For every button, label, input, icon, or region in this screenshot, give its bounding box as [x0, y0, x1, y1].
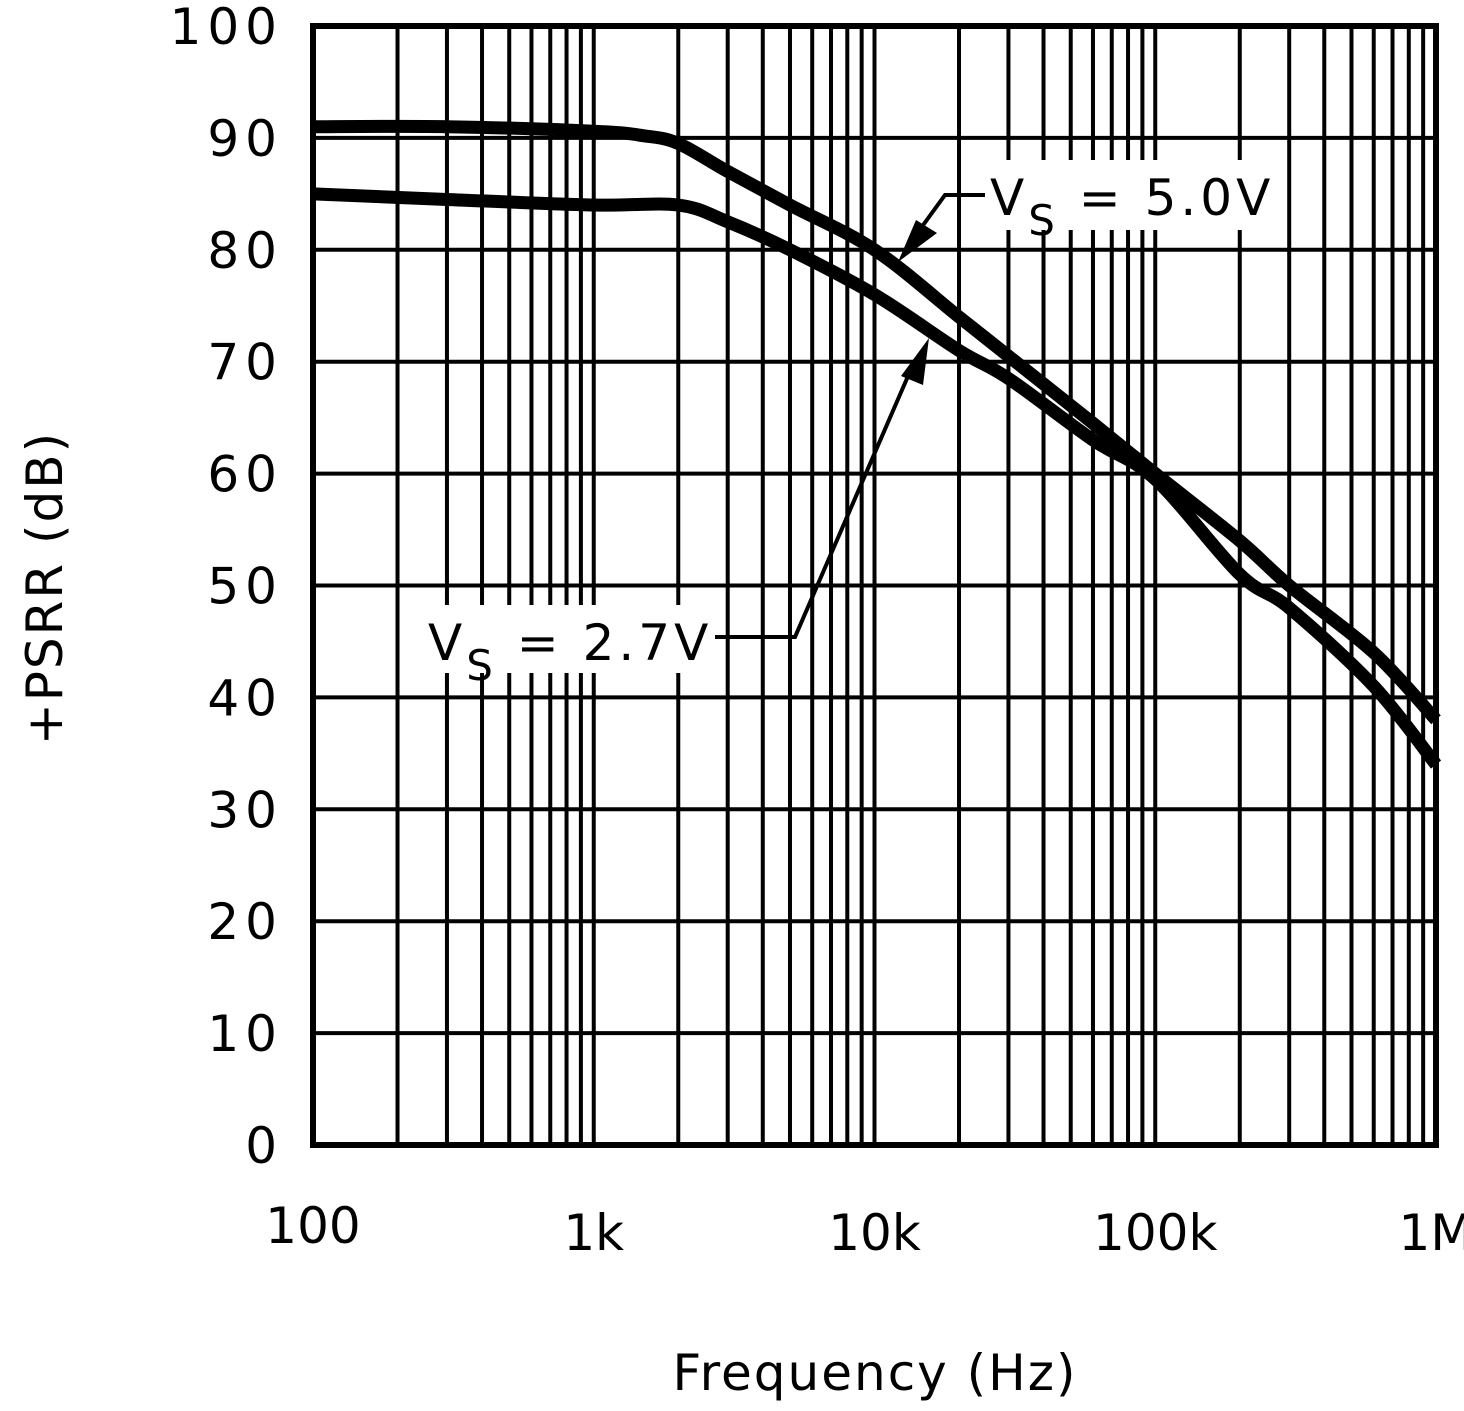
y-tick-label: 70 — [207, 334, 283, 392]
grid-lines — [313, 24, 1436, 1147]
y-tick-label: 20 — [207, 893, 283, 951]
x-tick-label: 10k — [828, 1204, 921, 1262]
x-tick-label: 1k — [563, 1204, 624, 1262]
annotation-backgrounds — [420, 160, 1285, 673]
annotation-27v-arrowhead-icon — [901, 338, 929, 385]
y-tick-label: 90 — [207, 110, 283, 168]
y-tick-label: 80 — [207, 222, 283, 280]
data-series — [312, 119, 1442, 769]
y-tick-label: 100 — [170, 0, 283, 56]
y-axis-title: +PSRR (dB) — [16, 431, 74, 745]
annotation-27v-leader — [715, 359, 917, 639]
annotation-5v-label: VS = 5.0V — [990, 169, 1274, 245]
y-axis-ticks: 0 10 20 30 40 50 60 70 80 90 100 — [170, 0, 283, 1175]
y-tick-label: 50 — [207, 558, 283, 616]
annotation-27v-box — [420, 605, 720, 673]
annotation-27v: VS = 2.7V — [428, 338, 929, 690]
x-tick-label: 1M — [1399, 1204, 1464, 1262]
y-tick-label: 10 — [207, 1005, 283, 1063]
y-tick-label: 40 — [207, 669, 283, 727]
annotation-5v-box — [985, 160, 1285, 230]
x-tick-label: 100k — [1093, 1204, 1217, 1262]
series-line-5v — [312, 119, 1441, 725]
annotation-27v-label: VS = 2.7V — [428, 614, 712, 690]
plot-frame — [310, 23, 1439, 1148]
x-tick-label: 100 — [265, 1197, 360, 1255]
y-tick-label: 0 — [245, 1117, 283, 1175]
series-line-27v — [312, 187, 1442, 769]
y-tick-label: 30 — [207, 781, 283, 839]
y-tick-label: 60 — [207, 446, 283, 504]
annotation-5v-arrowhead-icon — [898, 220, 937, 262]
x-axis-title: Frequency (Hz) — [672, 1344, 1077, 1402]
x-axis-ticks: 100 1k 10k 100k 1M — [265, 1197, 1464, 1262]
annotation-5v: VS = 5.0V — [898, 169, 1274, 262]
